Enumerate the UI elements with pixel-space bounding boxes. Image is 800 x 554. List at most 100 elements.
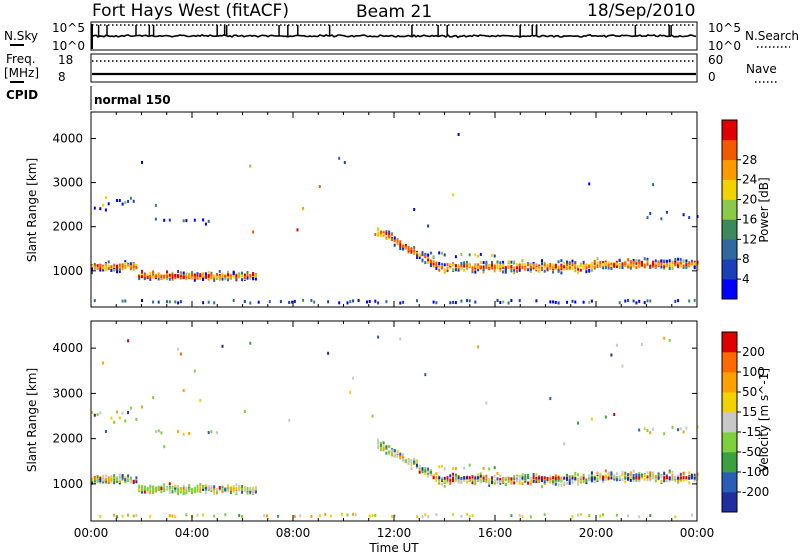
data-point [135,480,138,484]
data-point [149,489,152,493]
data-point [493,263,496,267]
data-point [385,300,388,304]
data-point [349,300,352,304]
data-point [196,272,199,276]
colorbar-tick-label: 100 [742,365,765,379]
data-point [193,489,196,493]
data-point [141,269,143,273]
data-point [632,478,635,482]
data-point [679,476,682,480]
data-point [154,487,157,491]
data-point [168,273,171,277]
data-point [227,489,230,493]
colorbar-box [722,452,737,473]
data-point [210,275,213,279]
data-point [649,471,652,475]
data-point [452,263,455,267]
data-point [393,243,396,247]
data-point [427,470,430,474]
data-point [677,257,680,261]
data-point [563,267,566,271]
data-point [104,196,107,200]
data-point [635,474,638,478]
data-point [518,264,521,267]
data-point [207,219,210,223]
data-point [127,474,130,478]
data-point [552,300,555,304]
data-point [491,478,493,482]
data-point [560,267,563,271]
data-point [121,514,124,518]
data-point [232,489,235,493]
data-point [246,271,249,274]
data-point [421,251,424,255]
data-point [152,485,155,489]
data-point [129,262,132,266]
data-point [579,264,582,267]
data-point [235,277,238,280]
data-point [604,477,607,481]
data-point [535,267,538,271]
data-point [685,266,688,270]
data-point [602,262,605,266]
data-point [116,199,118,202]
data-point [313,300,316,304]
data-point [668,261,671,265]
data-point [446,478,449,482]
data-point [527,475,530,479]
data-point [677,476,680,480]
data-point [168,218,171,222]
data-point [207,274,210,278]
data-point [410,463,413,467]
data-point [302,206,305,210]
data-point [399,244,402,248]
data-point [418,465,421,468]
data-point [571,481,574,485]
data-point [443,480,446,484]
data-point [110,416,113,420]
x-tick-label: 08:00 [276,526,311,540]
data-point [452,268,455,272]
data-point [124,478,127,482]
data-point [118,477,121,481]
data-point [377,445,380,448]
y-tick-label: 1000 [52,264,83,278]
data-point [288,301,291,304]
data-point [621,470,624,474]
data-point [679,261,682,265]
data-point [379,233,382,237]
data-point [199,274,202,278]
data-point [677,299,680,303]
data-point [690,473,693,477]
data-point [238,486,241,490]
data-point [615,262,618,266]
data-point [402,455,405,459]
data-point [615,343,618,347]
data-point [171,273,174,277]
velocity-scatter [91,335,699,519]
data-point [549,480,552,483]
data-point [491,476,493,480]
nave-tick-bottom: 0 [708,70,716,84]
nsky-panel [90,21,698,51]
colorbar-box [722,432,737,453]
data-point [432,473,435,477]
x-axis-title: Time UT [368,541,419,554]
data-point [674,299,677,303]
data-point [124,480,127,484]
data-point [163,487,166,491]
data-point [510,477,513,481]
data-point [585,266,588,270]
data-point [438,465,441,469]
data-point [232,485,235,489]
data-point [427,474,430,478]
data-point [174,515,177,519]
data-point [607,263,610,267]
data-point [188,487,191,491]
data-point [671,266,674,270]
data-point [179,490,182,494]
data-point [118,480,121,483]
data-point [113,480,116,484]
data-point [146,276,149,280]
data-point [596,265,599,269]
